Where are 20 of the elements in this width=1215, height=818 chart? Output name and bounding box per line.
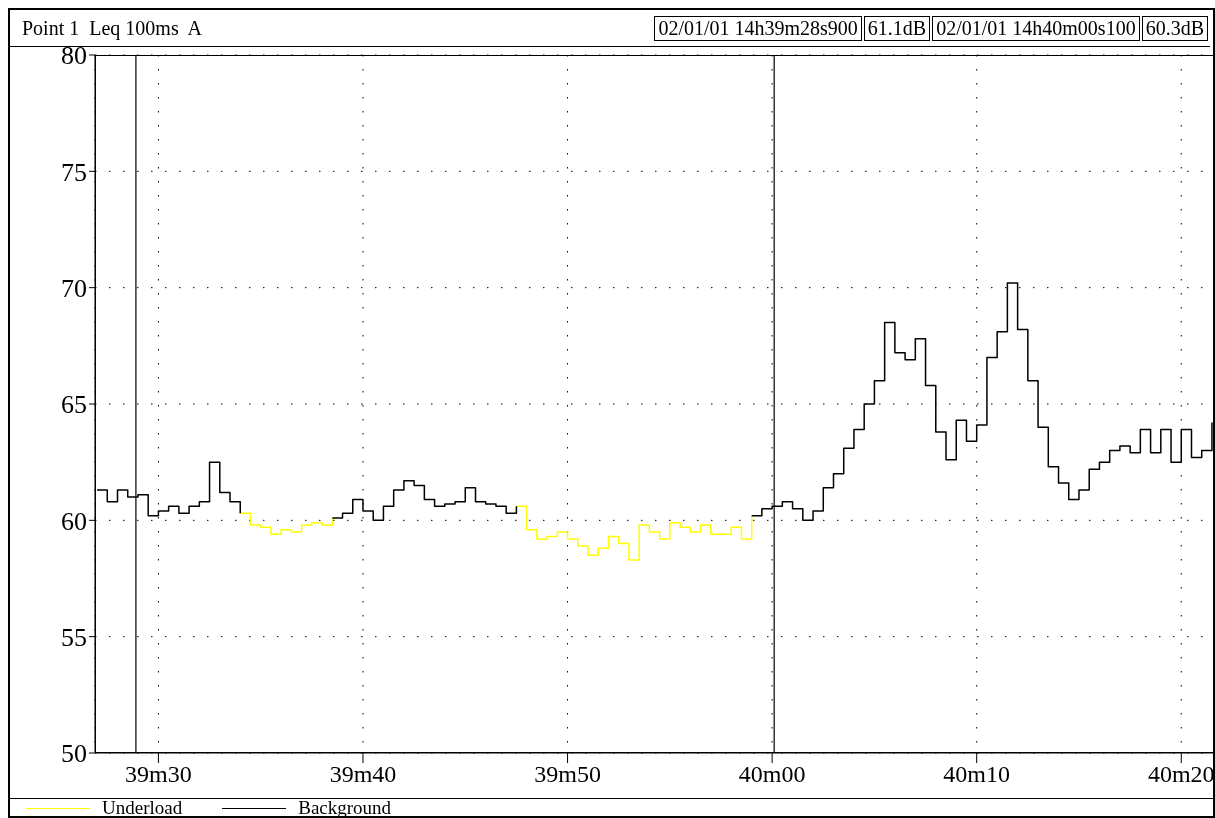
y-tick-label: 50	[61, 739, 87, 769]
legend-label: Background	[298, 797, 392, 818]
x-tick-label: 40m20	[1147, 761, 1215, 788]
y-tick-label: 70	[61, 273, 87, 303]
text: 02/01/01 14h40m00s100	[932, 15, 1140, 41]
y-tick-label: 55	[61, 622, 87, 652]
text: 02/01/01 14h39m28s900	[654, 15, 862, 41]
y-tick-label: 75	[61, 157, 87, 187]
text: 60.3dB	[1141, 15, 1208, 41]
x-tick-label: 40m00	[738, 761, 806, 788]
y-tick-label: 60	[61, 506, 87, 536]
x-tick-label: 39m50	[534, 761, 601, 788]
y-tick-label: 80	[61, 41, 87, 71]
legend-label: Underload	[102, 797, 183, 818]
x-tick-label: 40m10	[943, 761, 1011, 788]
y-tick-label: 65	[61, 390, 87, 420]
x-tick-label: 39m30	[125, 761, 192, 788]
chart-title: Point 1 Leq 100ms A	[21, 16, 203, 40]
text: 61.1dB	[863, 15, 931, 41]
x-tick-label: 39m40	[329, 761, 397, 788]
